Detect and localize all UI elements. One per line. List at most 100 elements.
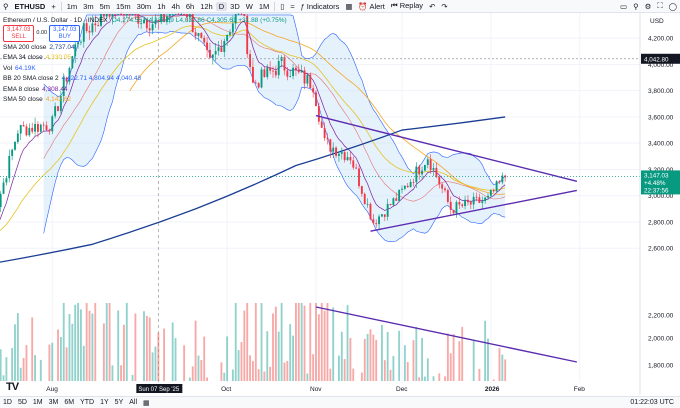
candle <box>475 192 478 202</box>
undo-icon[interactable]: ↶ <box>429 1 436 11</box>
volume-bar <box>421 338 423 381</box>
current-price-badge-text: 22:37:56 <box>644 187 669 194</box>
interval-6h[interactable]: 6h <box>185 1 195 11</box>
snapshot-icon[interactable]: ◯ <box>668 1 677 11</box>
interval-5m[interactable]: 5m <box>99 1 110 11</box>
candle-style-icon[interactable]: ▯ <box>280 1 285 11</box>
time-tick-label: Feb <box>574 386 586 393</box>
volume-bar <box>59 336 62 381</box>
interval-w[interactable]: W <box>245 1 253 11</box>
range-3m[interactable]: 3M <box>48 399 59 406</box>
candle <box>206 36 208 58</box>
candle <box>231 15 234 38</box>
candle <box>320 117 323 128</box>
indicator-row[interactable]: EMA 34 close 4,330.05 <box>3 53 287 64</box>
indicator-row[interactable]: BB 20 SMA close 2 4,422.71 4,804.94 4,040… <box>3 74 287 85</box>
interval-12h[interactable]: 12h <box>200 1 213 11</box>
crosshair-date-badge <box>136 384 183 393</box>
indicator-row[interactable]: SMA 200 close 2,737.04 <box>3 43 287 54</box>
sell-button[interactable]: 3,147.03 SELL <box>3 24 35 43</box>
range-ytd[interactable]: YTD <box>80 399 95 406</box>
interval-1m[interactable]: 1m <box>66 1 78 11</box>
fullscreen-icon[interactable]: ⛶ <box>657 1 663 10</box>
interval-1m[interactable]: 1M <box>258 1 270 11</box>
range-all[interactable]: All <box>129 399 138 406</box>
range-5y[interactable]: 5Y <box>114 399 124 406</box>
interval-d[interactable]: D <box>215 1 228 11</box>
candle <box>209 42 211 60</box>
candle <box>128 14 131 20</box>
alert-button[interactable]: ⏰ Alert <box>355 2 387 11</box>
interval-4h[interactable]: 4h <box>171 1 180 11</box>
volume-bar <box>11 347 14 381</box>
volume-bar <box>363 338 366 381</box>
volume-bar <box>5 357 8 381</box>
currency-label[interactable]: USD <box>650 18 664 25</box>
search-icon[interactable]: ⚲ <box>633 1 639 11</box>
range-6m[interactable]: 6M <box>64 399 75 406</box>
volume-bar <box>449 353 452 381</box>
candle <box>266 64 269 80</box>
descending-trendline[interactable] <box>315 114 578 182</box>
chart-area[interactable]: 2,600.002,800.003,000.003,200.003,400.00… <box>0 0 680 395</box>
candle <box>329 138 332 158</box>
interval-30m[interactable]: 30m <box>136 1 152 11</box>
range-1y[interactable]: 1Y <box>100 399 109 406</box>
range-1m[interactable]: 1M <box>32 399 43 406</box>
replay-icon: ⏮ <box>390 1 398 10</box>
volume-tick-label: 1,800.00 <box>648 363 674 370</box>
candle <box>5 175 8 186</box>
volume-bar <box>272 313 274 381</box>
volume-bar <box>283 362 286 381</box>
candle <box>188 14 191 22</box>
indicator-row[interactable]: EMA 8 close 4,308.44 <box>3 85 287 96</box>
candle <box>254 79 257 84</box>
candle <box>297 64 300 74</box>
bottom-toolbar: 1D 5D 1M 3M 6M YTD 1Y 5Y All ▦ 01:22:03 UTC <box>0 396 680 408</box>
indicator-row[interactable]: SMA 50 close 4,142.62 <box>3 95 287 106</box>
interval-3d[interactable]: 3D <box>230 1 240 11</box>
volume-bar <box>77 303 79 381</box>
range-1d[interactable]: 1D <box>3 399 12 406</box>
ascending-trendline[interactable] <box>370 189 578 232</box>
buy-price: 3,147.03 <box>53 26 77 33</box>
price-chart[interactable]: 2,600.002,800.003,000.003,200.003,400.00… <box>0 0 680 395</box>
calendar-icon[interactable]: ▦ <box>143 399 150 407</box>
templates-icon[interactable]: ▦ <box>345 1 353 11</box>
volume-bar <box>292 335 294 381</box>
buy-button[interactable]: 3,147.03 BUY <box>49 24 81 43</box>
volume-trendline[interactable] <box>315 306 578 363</box>
redo-icon[interactable]: ↷ <box>441 1 448 11</box>
candle <box>82 21 85 48</box>
symbol-search-icon[interactable]: ⚲ <box>3 1 9 11</box>
buy-label: BUY <box>58 33 71 40</box>
indicators-button[interactable]: ƒ Indicators <box>298 2 343 11</box>
replay-button[interactable]: ⏮ Replay <box>388 1 426 11</box>
candle <box>326 133 329 145</box>
volume-bar <box>240 342 243 381</box>
candle <box>88 25 91 40</box>
indicator-row[interactable]: Vol 64.19K <box>3 64 287 75</box>
add-symbol-button[interactable]: + <box>51 1 56 11</box>
price-tick-label: 3,800.00 <box>648 88 674 95</box>
range-5d[interactable]: 5D <box>17 399 27 406</box>
compare-icon[interactable]: ≈ <box>290 1 295 11</box>
candle <box>160 14 163 25</box>
bollinger-fill <box>43 0 506 242</box>
settings-gear-icon[interactable]: ⚙ <box>644 1 652 11</box>
volume-bar <box>134 313 137 381</box>
volume-bar <box>280 303 283 381</box>
candle <box>186 14 188 23</box>
layout-icon[interactable]: ▭ <box>620 1 628 11</box>
candle <box>421 166 423 179</box>
time-tick-label: Nov <box>310 386 322 393</box>
candle <box>42 121 45 132</box>
interval-1h[interactable]: 1h <box>157 1 166 11</box>
symbol-name[interactable]: ETHUSD <box>14 1 46 11</box>
interval-3m[interactable]: 3m <box>83 1 94 11</box>
volume-bar <box>191 366 194 381</box>
candle <box>102 14 105 22</box>
interval-15m[interactable]: 15m <box>116 1 131 11</box>
volume-bar <box>286 360 289 381</box>
volume-bar <box>383 360 386 381</box>
